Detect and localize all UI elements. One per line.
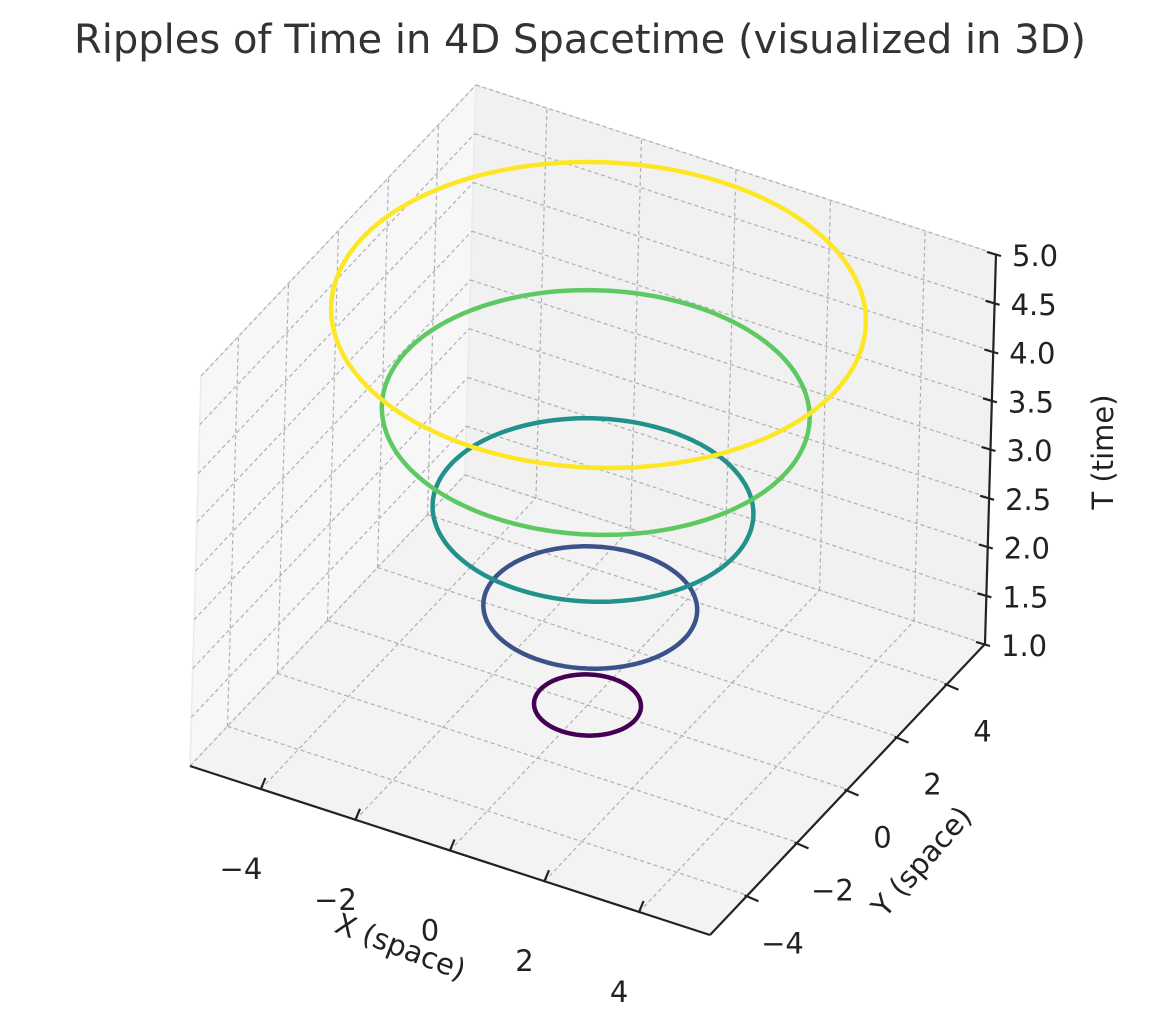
grid-line: [192, 377, 469, 669]
grid-line: [427, 514, 948, 685]
z-tick-mark: [983, 348, 999, 355]
z-tick-mark: [981, 445, 996, 453]
y-axis-label: Y (space): [864, 799, 979, 924]
z-tick-label: 4.5: [1011, 288, 1057, 322]
grid-line: [327, 619, 848, 791]
grid-line: [913, 230, 926, 621]
grid-line: [724, 169, 737, 560]
z-tick-mark: [975, 640, 991, 648]
grid-line: [326, 230, 340, 621]
x-tick-mark: [448, 839, 456, 852]
grid-line: [464, 474, 986, 645]
z-tick-mark: [979, 494, 995, 501]
x-tick-mark: [637, 900, 645, 914]
y-tick-mark: [894, 735, 909, 744]
axis-lines: [189, 250, 1002, 937]
series-ring-5: [328, 159, 869, 471]
grid-line: [195, 279, 471, 572]
grid-line: [355, 528, 631, 821]
chart-title: Ripples of Time in 4D Spacetime (visuali…: [74, 17, 1086, 63]
grid-line: [189, 474, 466, 767]
grid-line: [468, 328, 990, 499]
series-ring-4: [379, 287, 812, 538]
y-tick-mark: [794, 841, 809, 850]
y-tick-label: 0: [873, 821, 891, 855]
grid-line: [544, 589, 820, 882]
z-tick-label: 2.0: [1004, 532, 1050, 566]
y-tick-label: 2: [923, 768, 941, 802]
grid-line: [190, 425, 467, 718]
z-tick-mark: [986, 250, 1002, 258]
grid-line: [193, 328, 470, 621]
z-tick-label: 5.0: [1012, 239, 1058, 273]
grid-line: [471, 230, 993, 401]
grid-line: [629, 138, 643, 529]
grid-line: [227, 725, 748, 896]
x-tick-mark: [542, 869, 551, 883]
y-tick-mark: [944, 682, 959, 691]
grid-line: [475, 84, 997, 255]
x-tick-mark: [259, 777, 267, 791]
grid-line: [535, 108, 548, 499]
grid-line: [449, 559, 726, 851]
z-tick-label: 4.0: [1009, 337, 1055, 371]
y-tick-label: −2: [811, 873, 854, 907]
grid-line: [377, 567, 898, 738]
y-axis-line: [709, 643, 986, 936]
grid-line: [197, 182, 474, 474]
series-group: [328, 159, 869, 738]
x-axis-label: X (space): [331, 906, 471, 987]
z-tick-label: 1.0: [1001, 629, 1047, 663]
y-tick-mark: [844, 788, 859, 797]
y-tick-label: −4: [761, 926, 804, 960]
grid-line: [226, 336, 240, 727]
tick-labels: −4−2024−4−20241.01.52.02.53.03.54.04.55.…: [220, 239, 1059, 1009]
z-tick-label: 3.5: [1008, 385, 1054, 419]
grid-line: [277, 672, 798, 843]
grid-line: [818, 200, 832, 591]
grid-line: [376, 177, 390, 568]
z-tick-mark: [978, 543, 994, 550]
series-ring-1: [531, 672, 644, 738]
grid-line: [199, 133, 476, 426]
grid-line: [200, 84, 477, 377]
x-tick-label: 0: [421, 914, 439, 948]
grid-line: [276, 283, 290, 674]
z-tick-label: 2.5: [1005, 483, 1051, 517]
grid-line: [196, 230, 473, 523]
z-axis-label: T (time): [1086, 394, 1120, 510]
series-ring-2: [481, 544, 700, 671]
grid-line: [470, 279, 991, 450]
series-ring-3: [430, 415, 756, 605]
z-tick-mark: [982, 397, 998, 404]
grid-line: [638, 620, 915, 913]
x-tick-label: 2: [515, 944, 533, 978]
x-tick-label: 4: [610, 975, 628, 1009]
z-tick-mark: [985, 299, 1000, 306]
x-tick-label: −4: [220, 852, 263, 886]
y-tick-mark: [744, 894, 759, 903]
x-tick-label: −2: [314, 883, 357, 917]
x-tick-mark: [353, 808, 362, 822]
z-tick-label: 3.0: [1007, 434, 1053, 468]
z-tick-label: 1.5: [1002, 580, 1048, 614]
grid-line: [473, 181, 994, 353]
z-tick-mark: [977, 592, 992, 599]
y-tick-label: 4: [973, 715, 991, 749]
grid-line: [260, 497, 537, 790]
